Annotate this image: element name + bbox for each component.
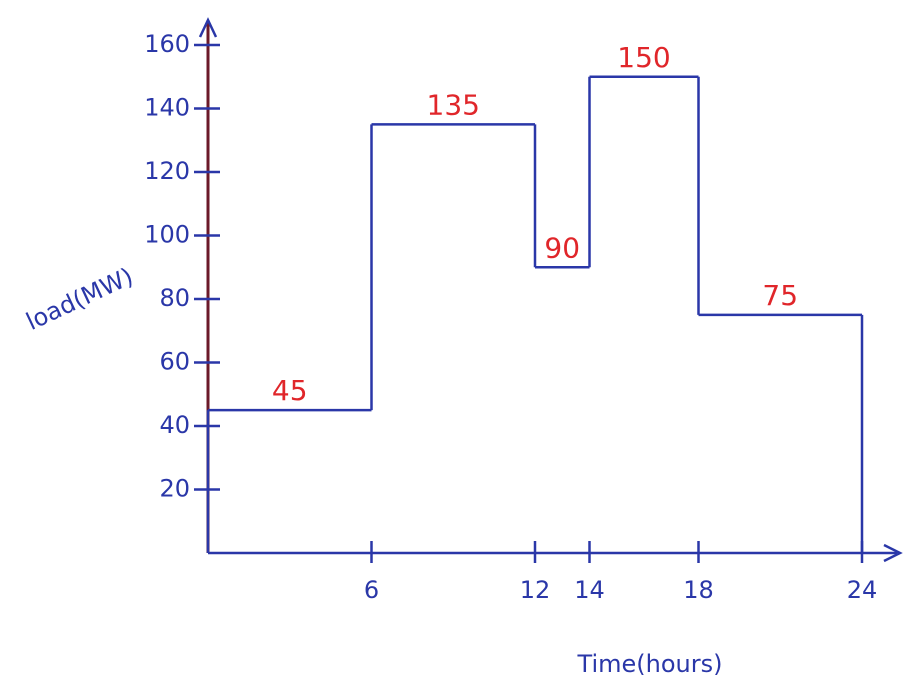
x-axis-arrow xyxy=(883,543,903,563)
y-axis-arrow xyxy=(198,17,218,38)
value-label: 150 xyxy=(617,41,670,74)
y-tick-label: 100 xyxy=(144,221,190,249)
value-label: 135 xyxy=(427,88,480,121)
value-label: 75 xyxy=(762,279,798,312)
y-tick-label: 20 xyxy=(159,475,190,503)
value-label: 45 xyxy=(272,374,308,407)
x-tick-label: 14 xyxy=(574,576,605,604)
x-tick-label: 18 xyxy=(683,576,714,604)
y-tick-label: 80 xyxy=(159,284,190,312)
y-tick-label: 160 xyxy=(144,30,190,58)
x-axis-label: Time(hours) xyxy=(577,650,723,678)
value-label: 90 xyxy=(544,231,580,264)
y-tick-label: 60 xyxy=(159,348,190,376)
x-tick-label: 6 xyxy=(364,576,379,604)
y-tick-label: 120 xyxy=(144,157,190,185)
y-axis-label: load(MW) xyxy=(22,262,138,336)
y-tick-label: 140 xyxy=(144,94,190,122)
x-tick-label: 24 xyxy=(847,576,878,604)
x-tick-label: 12 xyxy=(520,576,551,604)
y-tick-label: 40 xyxy=(159,411,190,439)
